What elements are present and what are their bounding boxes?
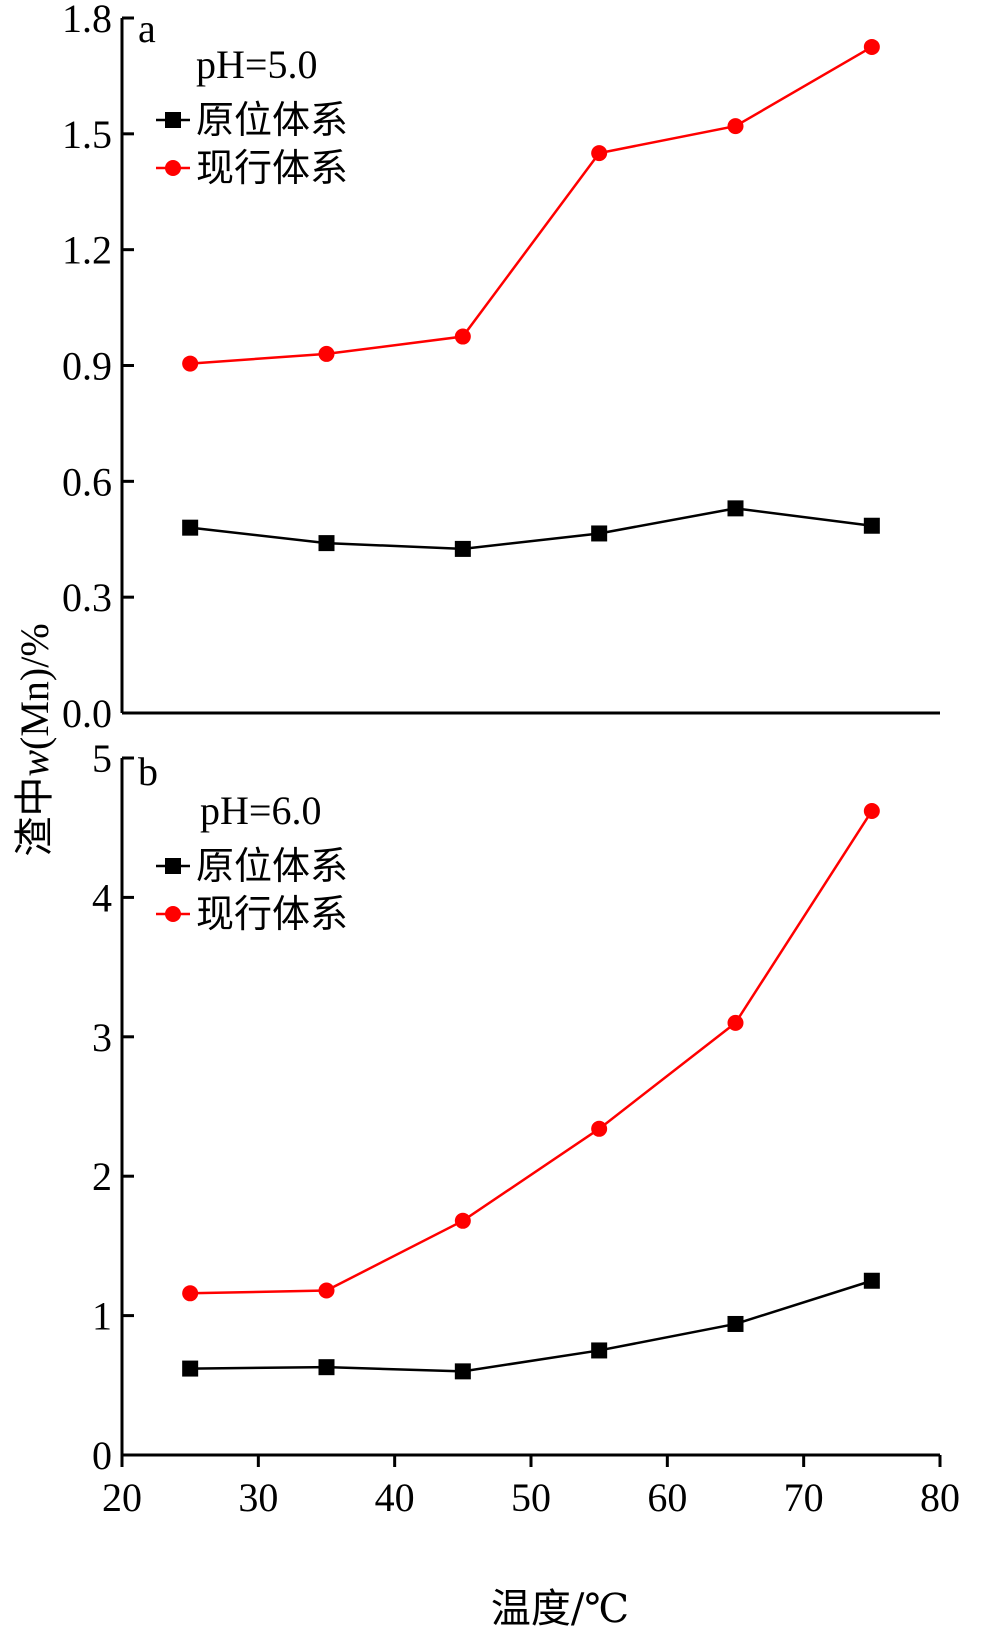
x-tick-label: 50 [511,1475,551,1520]
data-point [591,1120,608,1137]
series-line-current [190,810,873,1295]
legend-marker [165,906,181,922]
y-tick-label: 0.6 [62,459,112,504]
data-point [863,517,880,534]
legend-label: 现行体系 [196,146,348,190]
data-point [182,519,199,536]
y-axis-title: 渣中w(Mn)/% [12,623,58,856]
data-point [863,1272,880,1289]
panel-condition: pH=6.0 [200,788,321,833]
data-point [182,1285,199,1302]
legend-label: 原位体系 [196,844,348,888]
data-point [318,345,335,362]
data-point [454,1363,471,1380]
data-point [863,802,880,819]
series-line-in-situ [190,1279,873,1373]
panel-letter: a [138,6,156,51]
data-point [454,1212,471,1229]
y-tick-label: 4 [92,875,112,920]
data-point [591,145,608,162]
panel-condition: pH=5.0 [196,42,317,87]
x-tick-label: 20 [102,1475,142,1520]
legend-marker [165,160,181,176]
y-tick-label: 5 [92,736,112,781]
data-point [182,355,199,372]
y-tick-label: 1.2 [62,228,112,273]
x-tick-label: 40 [375,1475,415,1520]
panel-letter: b [138,749,158,794]
y-tick-label: 1.5 [62,112,112,157]
legend-marker [165,858,181,874]
data-point [727,1315,744,1332]
y-tick-label: 0.9 [62,344,112,389]
data-point [727,1014,744,1031]
x-tick-label: 30 [238,1475,278,1520]
y-tick-label: 1 [92,1294,112,1339]
data-point [454,328,471,345]
y-tick-label: 0 [92,1433,112,1478]
x-tick-label: 80 [920,1475,960,1520]
y-tick-label: 0.0 [62,691,112,736]
legend-marker [165,112,181,128]
data-point [727,118,744,135]
data-point [727,500,744,517]
data-point [863,38,880,55]
y-tick-label: 0.3 [62,575,112,620]
x-tick-label: 60 [647,1475,687,1520]
x-axis-title: 温度/℃ [491,1586,629,1632]
series-line-in-situ [190,507,872,551]
x-tick-label: 70 [784,1475,824,1520]
data-point [318,535,335,552]
legend-label: 原位体系 [196,98,348,142]
series-line-current [190,45,873,365]
data-point [318,1282,335,1299]
data-point [182,1360,199,1377]
legend-label: 现行体系 [196,892,348,936]
y-axis-title-suffix: (Mn)/% [12,623,57,750]
y-axis-title-var: w [12,750,57,777]
y-axis-title-prefix: 渣中 [12,777,58,857]
y-tick-label: 2 [92,1154,112,1199]
y-tick-label: 3 [92,1015,112,1060]
data-point [591,1342,608,1359]
data-point [318,1359,335,1376]
data-point [591,525,608,542]
data-point [454,540,471,557]
y-tick-label: 1.8 [62,0,112,41]
